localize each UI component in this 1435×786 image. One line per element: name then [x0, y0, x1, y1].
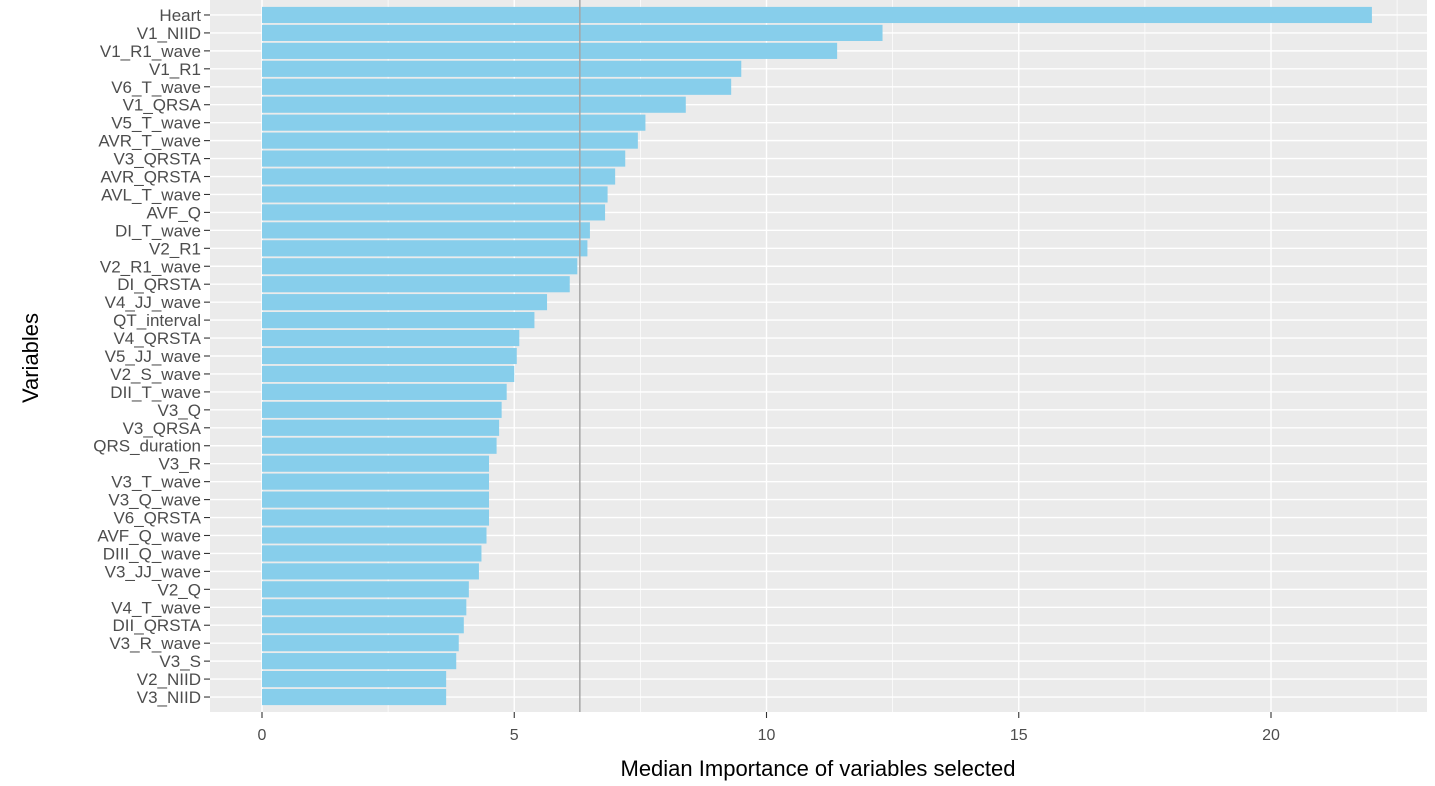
category-label: V3_QRSA — [123, 419, 202, 438]
category-label: AVR_QRSTA — [101, 168, 202, 187]
category-label: QT_interval — [113, 311, 201, 330]
category-label: V1_R1_wave — [100, 42, 201, 61]
bar-V1_NIID — [262, 24, 883, 41]
bar-Heart — [262, 6, 1372, 24]
bar-AVF_Q_wave — [262, 527, 487, 544]
bar-V1_R1_wave — [262, 42, 838, 59]
category-label: V2_S_wave — [110, 365, 201, 384]
category-label: V3_Q_wave — [108, 491, 201, 510]
bar-AVL_T_wave — [262, 186, 608, 203]
bar-DI_T_wave — [262, 222, 590, 239]
bar-AVR_QRSTA — [262, 168, 616, 185]
category-label: AVR_T_wave — [98, 132, 201, 151]
category-label: DI_QRSTA — [117, 275, 201, 294]
bar-DII_QRSTA — [262, 617, 464, 634]
category-label: V1_QRSA — [123, 96, 202, 115]
bar-V2_R1_wave — [262, 258, 578, 275]
category-label: V4_QRSTA — [113, 329, 201, 348]
category-label: QRS_duration — [93, 437, 201, 456]
category-label: AVF_Q — [147, 203, 201, 222]
bar-V3_NIID — [262, 688, 447, 706]
bars — [262, 6, 1372, 706]
category-label: V1_R1 — [149, 60, 201, 79]
bar-V4_T_wave — [262, 599, 467, 616]
category-label: V6_QRSTA — [113, 509, 201, 528]
category-label: V3_S — [159, 652, 201, 671]
bar-V1_R1 — [262, 60, 742, 77]
y-ticks — [204, 14, 210, 698]
category-labels: HeartV1_NIIDV1_R1_waveV1_R1V6_T_waveV1_Q… — [93, 6, 201, 707]
bar-QT_interval — [262, 312, 535, 329]
bar-DIII_Q_wave — [262, 545, 482, 562]
bar-V4_QRSTA — [262, 329, 520, 347]
bar-AVR_T_wave — [262, 132, 638, 149]
category-label: DIII_Q_wave — [103, 544, 201, 563]
bar-V3_QRSTA — [262, 150, 626, 167]
bar-V2_NIID — [262, 671, 447, 688]
bar-V3_T_wave — [262, 473, 490, 490]
bar-V3_R — [262, 455, 490, 472]
bar-V3_JJ_wave — [262, 563, 479, 580]
category-label: V2_R1_wave — [100, 257, 201, 276]
y-axis-title: Variables — [18, 313, 43, 403]
x-tick-label: 5 — [510, 727, 519, 744]
category-label: V3_NIID — [137, 688, 201, 707]
category-label: V6_T_wave — [111, 78, 201, 97]
x-tick-label: 20 — [1262, 727, 1280, 744]
bar-V3_Q_wave — [262, 491, 490, 508]
category-label: V3_Q — [158, 401, 201, 420]
bar-DI_QRSTA — [262, 276, 570, 293]
category-label: DI_T_wave — [115, 221, 201, 240]
x-ticks: 0 5 10 15 20 — [258, 712, 1280, 744]
category-label: V3_QRSTA — [113, 150, 201, 169]
category-label: V3_R — [158, 455, 201, 474]
category-label: V2_Q — [158, 580, 201, 599]
category-label: DII_QRSTA — [113, 616, 202, 635]
category-label: V3_R_wave — [109, 634, 201, 653]
category-label: AVF_Q_wave — [97, 526, 201, 545]
bar-V6_T_wave — [262, 78, 732, 95]
bar-V3_R_wave — [262, 635, 459, 652]
category-label: V3_T_wave — [111, 473, 201, 492]
bar-V3_S — [262, 653, 457, 670]
category-label: V4_JJ_wave — [105, 293, 201, 312]
bar-V3_Q — [262, 401, 502, 418]
category-label: AVL_T_wave — [101, 185, 201, 204]
bar-V2_R1 — [262, 240, 588, 257]
category-label: V2_R1 — [149, 239, 201, 258]
bar-V3_QRSA — [262, 419, 500, 436]
bar-V5_T_wave — [262, 114, 646, 131]
category-label: V3_JJ_wave — [105, 562, 201, 581]
bar-V2_S_wave — [262, 365, 515, 383]
x-axis-title: Median Importance of variables selected — [621, 756, 1016, 781]
category-label: Heart — [159, 6, 201, 25]
bar-V4_JJ_wave — [262, 294, 548, 311]
x-tick-label: 10 — [758, 727, 776, 744]
bar-V6_QRSTA — [262, 509, 490, 526]
category-label: V4_T_wave — [111, 598, 201, 617]
category-label: V5_JJ_wave — [105, 347, 201, 366]
bar-QRS_duration — [262, 437, 497, 454]
bar-DII_T_wave — [262, 383, 507, 400]
category-label: V2_NIID — [137, 670, 201, 689]
category-label: V5_T_wave — [111, 114, 201, 133]
category-label: V1_NIID — [137, 24, 201, 43]
category-label: DII_T_wave — [110, 383, 201, 402]
bar-V5_JJ_wave — [262, 347, 517, 365]
bar-V2_Q — [262, 581, 469, 598]
bar-AVF_Q — [262, 204, 606, 221]
x-tick-label: 0 — [258, 727, 267, 744]
x-tick-label: 15 — [1010, 727, 1028, 744]
bar-V1_QRSA — [262, 96, 686, 113]
